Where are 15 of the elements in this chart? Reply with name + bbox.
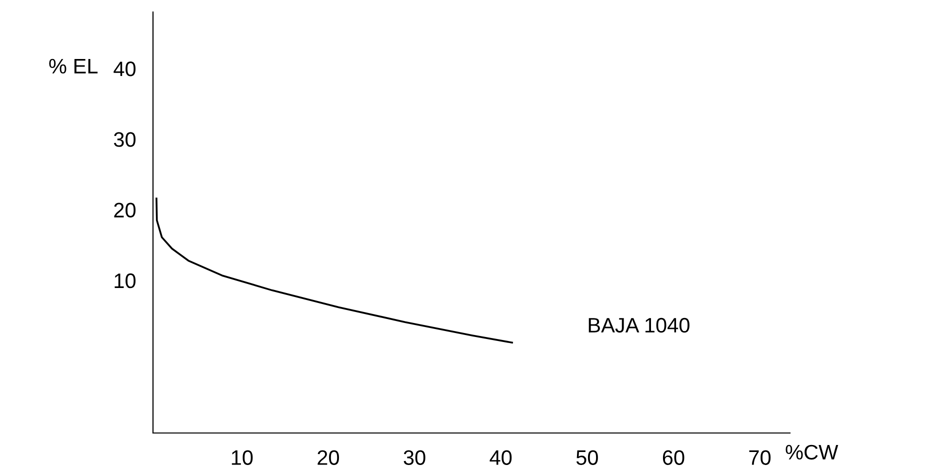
line-series — [156, 198, 513, 344]
x-tick-label: 20 — [318, 450, 339, 465]
x-tick-label: 10 — [232, 450, 253, 465]
text: BAJA 1040 — [588, 318, 690, 333]
y-axis-title: % EL — [49, 58, 98, 74]
x-axis-title: %CW — [786, 444, 838, 460]
y-tick-label: 10 — [114, 273, 136, 288]
x-tick-label: 40 — [490, 450, 512, 465]
x-tick-label: 70 — [749, 450, 771, 465]
x-tick-label: 60 — [662, 450, 684, 465]
x-tick-label: 30 — [404, 450, 426, 465]
x-tick-label: 50 — [576, 450, 598, 465]
y-tick-label: 40 — [114, 62, 136, 76]
y-tick-label: 20 — [114, 202, 136, 218]
y-tick-label: 30 — [114, 132, 136, 147]
